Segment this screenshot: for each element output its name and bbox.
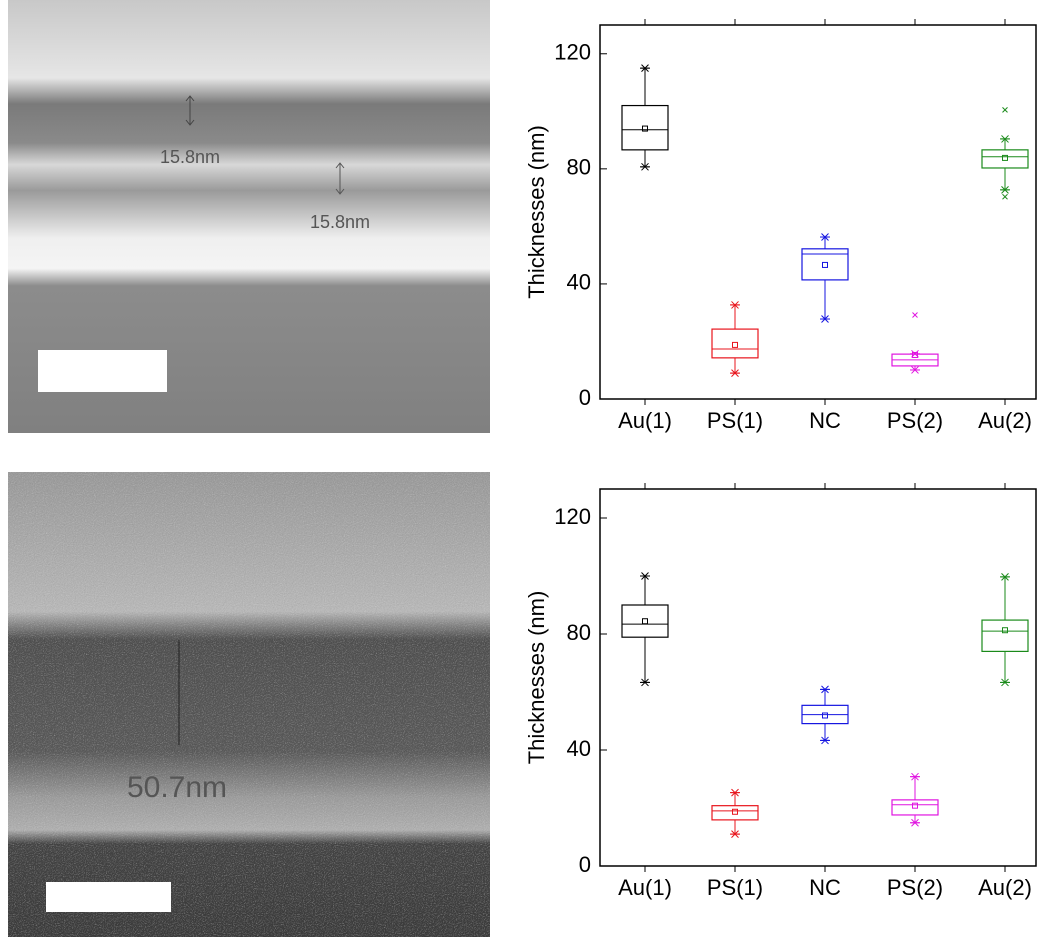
x-tick-label: NC xyxy=(809,408,841,433)
x-tick-label: Au(2) xyxy=(978,875,1032,900)
box xyxy=(711,328,759,359)
max-marker xyxy=(730,301,740,309)
box xyxy=(801,248,849,281)
box xyxy=(981,619,1029,653)
box-group xyxy=(801,685,849,745)
x-tick-label: PS(2) xyxy=(887,408,943,433)
plot-frame xyxy=(599,488,1037,867)
max-marker xyxy=(820,233,830,241)
box-group xyxy=(981,107,1029,200)
mean-marker xyxy=(822,712,828,719)
x-tick-label: PS(2) xyxy=(887,875,943,900)
x-tick-label: PS(1) xyxy=(707,408,763,433)
image-label: 15.8nm xyxy=(310,212,370,232)
tem-image-bottom: 50.7nm xyxy=(8,472,490,937)
max-marker xyxy=(910,772,920,781)
y-tick-label: 120 xyxy=(554,504,591,529)
min-marker xyxy=(730,830,740,838)
tem-image-top: 15.8nm 15.8nm xyxy=(8,0,490,433)
y-axis-label: Thicknesses (nm) xyxy=(524,591,549,765)
mean-marker xyxy=(732,808,738,815)
y-tick-label: 80 xyxy=(567,155,591,180)
max-marker xyxy=(820,685,830,694)
min-marker xyxy=(820,315,830,323)
box-group xyxy=(801,233,849,323)
box-group xyxy=(621,64,669,171)
box-group xyxy=(711,788,759,838)
plot-frame xyxy=(599,24,1037,400)
image-label: 50.7nm xyxy=(127,771,227,804)
min-marker xyxy=(910,818,920,827)
mean-marker xyxy=(642,618,648,625)
mean-marker xyxy=(1002,627,1008,634)
y-tick-label: 80 xyxy=(567,620,591,645)
mean-marker xyxy=(912,802,918,809)
x-tick-label: Au(1) xyxy=(618,875,672,900)
y-tick-label: 40 xyxy=(567,270,591,295)
x-tick-label: NC xyxy=(809,875,841,900)
outlier xyxy=(912,312,918,318)
mean-marker xyxy=(642,125,648,132)
max-marker xyxy=(1000,573,1010,581)
max-marker xyxy=(730,788,740,797)
scale-bar xyxy=(46,882,171,912)
outlier xyxy=(1002,193,1008,200)
max-marker xyxy=(1000,135,1010,143)
y-tick-label: 0 xyxy=(579,852,591,877)
box xyxy=(981,149,1029,169)
max-marker xyxy=(640,64,650,73)
min-marker xyxy=(640,162,650,171)
outlier xyxy=(1002,107,1008,113)
x-tick-label: PS(1) xyxy=(707,875,763,900)
y-tick-label: 40 xyxy=(567,736,591,761)
y-axis-label: Thicknesses (nm) xyxy=(524,125,549,299)
min-marker xyxy=(910,366,920,374)
box xyxy=(621,104,669,151)
min-marker xyxy=(820,736,830,745)
min-marker xyxy=(1000,185,1010,194)
x-tick-label: Au(2) xyxy=(978,408,1032,433)
mean-marker xyxy=(912,351,918,358)
max-marker xyxy=(640,572,650,580)
y-tick-label: 0 xyxy=(579,385,591,410)
scale-bar xyxy=(38,350,167,392)
box xyxy=(891,799,939,816)
box-group xyxy=(711,301,759,377)
box-group xyxy=(891,772,939,827)
y-tick-label: 120 xyxy=(554,40,591,65)
box xyxy=(711,805,759,821)
min-marker xyxy=(640,678,650,687)
box-group xyxy=(981,573,1029,687)
x-tick-label: Au(1) xyxy=(618,408,672,433)
mean-marker xyxy=(822,261,828,268)
mean-marker xyxy=(1002,154,1008,161)
mean-marker xyxy=(732,341,738,348)
max-marker xyxy=(910,349,920,358)
image-label: 15.8nm xyxy=(160,147,220,167)
box xyxy=(621,604,669,638)
box-group xyxy=(621,572,669,687)
box-group xyxy=(891,312,939,374)
min-marker xyxy=(730,369,740,377)
min-marker xyxy=(1000,678,1010,687)
